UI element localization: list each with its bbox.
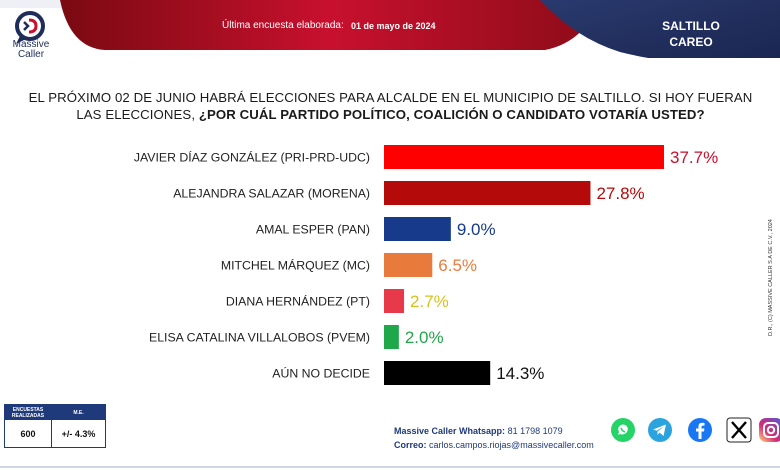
value-label: 27.8% bbox=[596, 184, 644, 203]
category-label: ELISA CATALINA VILLALOBOS (PVEM) bbox=[149, 331, 370, 345]
stats-value-row: 600 +/- 4.3% bbox=[5, 420, 105, 447]
x-icon[interactable] bbox=[726, 417, 752, 443]
surveys-header: ENCUESTAS REALIZADAS bbox=[11, 406, 45, 419]
question-main: ¿POR CUÁL PARTIDO POLÍTICO, COALICIÓN O … bbox=[198, 107, 705, 122]
city-name: SALTILLO bbox=[662, 19, 720, 33]
category-label: AÚN NO DECIDE bbox=[272, 366, 370, 381]
telegram-icon[interactable] bbox=[647, 417, 673, 443]
bar bbox=[384, 361, 491, 385]
value-label: 6.5% bbox=[438, 256, 477, 275]
stats-header-row: ENCUESTAS REALIZADAS M.E. bbox=[5, 405, 105, 420]
bar bbox=[384, 253, 433, 277]
bar bbox=[384, 181, 591, 205]
value-label: 2.0% bbox=[405, 328, 444, 347]
value-label: 37.7% bbox=[670, 148, 718, 167]
margin-error-header: M.E. bbox=[51, 405, 105, 420]
surveys-value: 600 bbox=[20, 428, 36, 439]
region-label: SALTILLO CAREO bbox=[640, 18, 742, 50]
bar bbox=[384, 325, 399, 349]
last-survey-date: 01 de mayo de 2024 bbox=[351, 21, 436, 31]
brand-name: Massive Caller bbox=[4, 40, 58, 60]
value-label: 14.3% bbox=[496, 364, 544, 383]
survey-stats-table: ENCUESTAS REALIZADAS M.E. 600 +/- 4.3% bbox=[4, 404, 106, 448]
brand-line-2: Caller bbox=[17, 49, 45, 60]
whatsapp-icon[interactable] bbox=[610, 417, 636, 443]
brand-line-1: Massive bbox=[12, 39, 50, 50]
survey-question: EL PRÓXIMO 02 DE JUNIO HABRÁ ELECCIONES … bbox=[18, 89, 763, 123]
chart-canvas: JAVIER DÍAZ GONZÁLEZ (PRI-PRD-UDC) 37.7% A… bbox=[134, 145, 718, 385]
bar bbox=[384, 217, 451, 241]
category-label: ALEJANDRA SALAZAR (MORENA) bbox=[173, 187, 370, 201]
whatsapp-label: Massive Caller Whatsapp: bbox=[394, 426, 506, 436]
margin-error-value: +/- 4.3% bbox=[51, 420, 105, 447]
contact-block: Massive Caller Whatsapp: 81 1798 1079 Co… bbox=[394, 405, 613, 453]
massive-caller-logo bbox=[15, 11, 45, 44]
value-label: 9.0% bbox=[457, 220, 496, 239]
last-survey-label: Última encuesta elaborada: bbox=[222, 20, 344, 31]
email-label: Correo: bbox=[394, 440, 427, 450]
category-label: AMAL ESPER (PAN) bbox=[256, 223, 370, 237]
email-address[interactable]: carlos.campos.riojas@massivecaller.com bbox=[429, 440, 594, 450]
bar-chart: JAVIER DÍAZ GONZÁLEZ (PRI-PRD-UDC) 37.7% A… bbox=[0, 138, 780, 388]
question-intro: EL PRÓXIMO 02 DE JUNIO HABRÁ ELECCIONES … bbox=[28, 90, 753, 122]
category-label: DIANA HERNÁNDEZ (PT) bbox=[226, 294, 370, 309]
value-label: 2.7% bbox=[410, 292, 449, 311]
whatsapp-line: Massive Caller Whatsapp: 81 1798 1079 bbox=[394, 426, 563, 436]
category-label: MITCHEL MÁRQUEZ (MC) bbox=[221, 258, 370, 273]
category-label: JAVIER DÍAZ GONZÁLEZ (PRI-PRD-UDC) bbox=[134, 150, 370, 165]
poll-mode: CAREO bbox=[669, 35, 713, 49]
bar bbox=[384, 289, 405, 313]
bar bbox=[384, 145, 664, 169]
copyright-text: D.R., (C) MASSIVE CALLER S.A DE C.V., 20… bbox=[768, 219, 774, 336]
header-banner bbox=[0, 0, 780, 58]
footer-divider bbox=[0, 466, 780, 468]
whatsapp-number: 81 1798 1079 bbox=[507, 426, 563, 436]
instagram-icon[interactable] bbox=[758, 417, 780, 443]
email-line: Correo: carlos.campos.riojas@massivecall… bbox=[394, 440, 594, 450]
facebook-icon[interactable] bbox=[687, 417, 713, 443]
